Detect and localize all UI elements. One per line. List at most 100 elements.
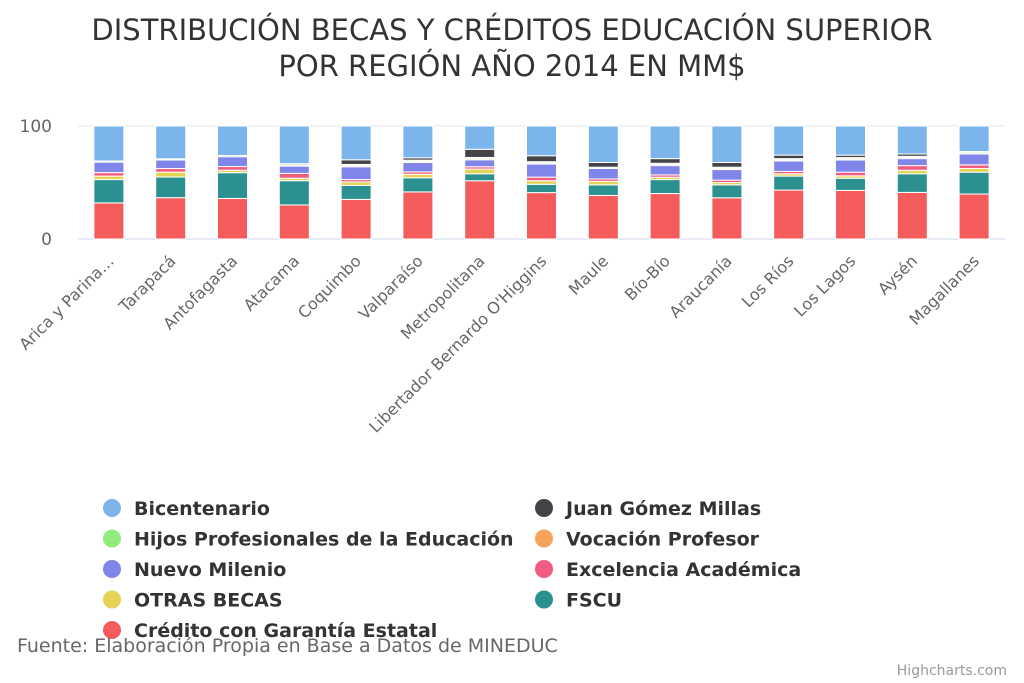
bar-segment[interactable]: [155, 125, 187, 160]
bar-segment[interactable]: [773, 189, 805, 240]
bar-segment[interactable]: [526, 192, 557, 240]
bar-segment[interactable]: [711, 161, 743, 168]
bar-segment[interactable]: [340, 181, 372, 186]
bar-segment[interactable]: [649, 179, 681, 195]
bar-segment[interactable]: [217, 172, 248, 199]
bar-segment[interactable]: [93, 161, 125, 174]
bar-segment[interactable]: [155, 159, 187, 170]
bar-segment[interactable]: [402, 191, 434, 240]
bar-segment[interactable]: [278, 180, 310, 206]
bar-segment[interactable]: [464, 180, 496, 240]
bar-segment[interactable]: [526, 176, 557, 182]
bar-segment[interactable]: [711, 197, 743, 240]
bar-segment[interactable]: [464, 173, 496, 182]
bar-segment[interactable]: [155, 171, 187, 178]
bar-segment[interactable]: [896, 191, 928, 240]
bar-segment[interactable]: [896, 169, 928, 175]
bar-segment[interactable]: [217, 166, 248, 171]
legend-marker: [103, 499, 121, 517]
bar-segment[interactable]: [896, 173, 928, 193]
bar-segment[interactable]: [155, 176, 187, 199]
bar-segment[interactable]: [402, 161, 434, 173]
bar-segment[interactable]: [217, 197, 248, 240]
bar-segment[interactable]: [958, 193, 990, 240]
legend-item[interactable]: OTRAS BECAS: [103, 590, 283, 612]
bar-segment[interactable]: [526, 163, 557, 178]
bar-segment[interactable]: [773, 160, 805, 172]
bar-segment[interactable]: [896, 165, 928, 171]
legend-item[interactable]: FSCU: [535, 590, 622, 612]
legend-item[interactable]: Nuevo Milenio: [103, 559, 286, 581]
bar-segment[interactable]: [464, 168, 496, 175]
bar-segment[interactable]: [340, 125, 372, 161]
bar-segment[interactable]: [526, 183, 557, 194]
bar-segment[interactable]: [340, 159, 372, 165]
bar-segment[interactable]: [958, 125, 990, 153]
bar-segment[interactable]: [278, 125, 310, 165]
legend-marker: [103, 621, 121, 639]
bar-segment[interactable]: [93, 202, 125, 240]
bar-segment[interactable]: [526, 180, 557, 185]
bar-segment[interactable]: [155, 197, 187, 240]
bar-segment[interactable]: [402, 173, 434, 179]
bar-segment[interactable]: [464, 159, 496, 168]
bar-segment[interactable]: [464, 148, 496, 158]
bar-segment[interactable]: [835, 125, 866, 156]
bar-segment[interactable]: [649, 125, 681, 160]
bar-segment[interactable]: [587, 161, 619, 168]
bar-segment[interactable]: [835, 177, 866, 191]
credits-link[interactable]: Highcharts.com: [897, 663, 1007, 679]
bar-segment[interactable]: [896, 158, 928, 167]
bar-segment[interactable]: [835, 171, 866, 177]
bar-segment[interactable]: [711, 169, 743, 181]
legend-item[interactable]: Vocación Profesor: [535, 529, 760, 551]
bar-segment[interactable]: [278, 204, 310, 240]
bar-segment[interactable]: [587, 125, 619, 163]
legend-label: OTRAS BECAS: [134, 590, 283, 612]
bar-segment[interactable]: [340, 184, 372, 200]
bar-segment[interactable]: [464, 125, 496, 150]
bar-segment[interactable]: [958, 153, 990, 166]
bar-segment[interactable]: [587, 167, 619, 180]
bar-segment[interactable]: [278, 165, 310, 174]
bar-segment[interactable]: [93, 172, 125, 177]
bar-segment[interactable]: [587, 184, 619, 196]
bar-segment[interactable]: [278, 172, 310, 179]
bar-segment[interactable]: [587, 194, 619, 240]
bar-segment[interactable]: [773, 125, 805, 156]
bar-segment[interactable]: [773, 175, 805, 191]
bar-segment[interactable]: [649, 193, 681, 240]
bar-segment[interactable]: [526, 155, 557, 163]
bar-segment[interactable]: [587, 180, 619, 186]
bar-segment[interactable]: [958, 164, 990, 170]
legend-item[interactable]: Excelencia Académica: [535, 559, 801, 581]
bar-segment[interactable]: [402, 177, 434, 193]
bar-segment[interactable]: [958, 168, 990, 173]
bar-segment[interactable]: [773, 154, 805, 160]
bar-segment[interactable]: [340, 198, 372, 240]
bar-segment[interactable]: [649, 165, 681, 176]
source-note: Fuente: Elaboración Propia en Base a Dat…: [17, 635, 558, 657]
legend-item[interactable]: Hijos Profesionales de la Educación: [103, 529, 514, 551]
bar-segment[interactable]: [93, 179, 125, 204]
bar-segment[interactable]: [340, 166, 372, 181]
bar-segment[interactable]: [835, 159, 866, 173]
legend-marker: [535, 590, 553, 609]
bar-segment[interactable]: [711, 184, 743, 199]
bar-segment[interactable]: [402, 125, 434, 159]
bar-segment[interactable]: [711, 125, 743, 163]
bar-segment[interactable]: [93, 175, 125, 181]
bar-segment[interactable]: [526, 125, 557, 157]
bar-segment[interactable]: [217, 156, 248, 168]
bar-segment[interactable]: [835, 189, 866, 240]
legend-item[interactable]: Crédito con Garantía Estatal: [103, 620, 437, 642]
bar-segment[interactable]: [217, 125, 248, 156]
legend-item[interactable]: Juan Gómez Millas: [535, 498, 761, 520]
bar-segment[interactable]: [896, 125, 928, 155]
bar-segment[interactable]: [649, 158, 681, 164]
bar-segment[interactable]: [155, 168, 187, 173]
legend-item[interactable]: Bicentenario: [103, 498, 270, 520]
bar-segment[interactable]: [958, 171, 990, 195]
legend-label: Bicentenario: [134, 498, 270, 520]
bar-segment[interactable]: [93, 125, 125, 162]
